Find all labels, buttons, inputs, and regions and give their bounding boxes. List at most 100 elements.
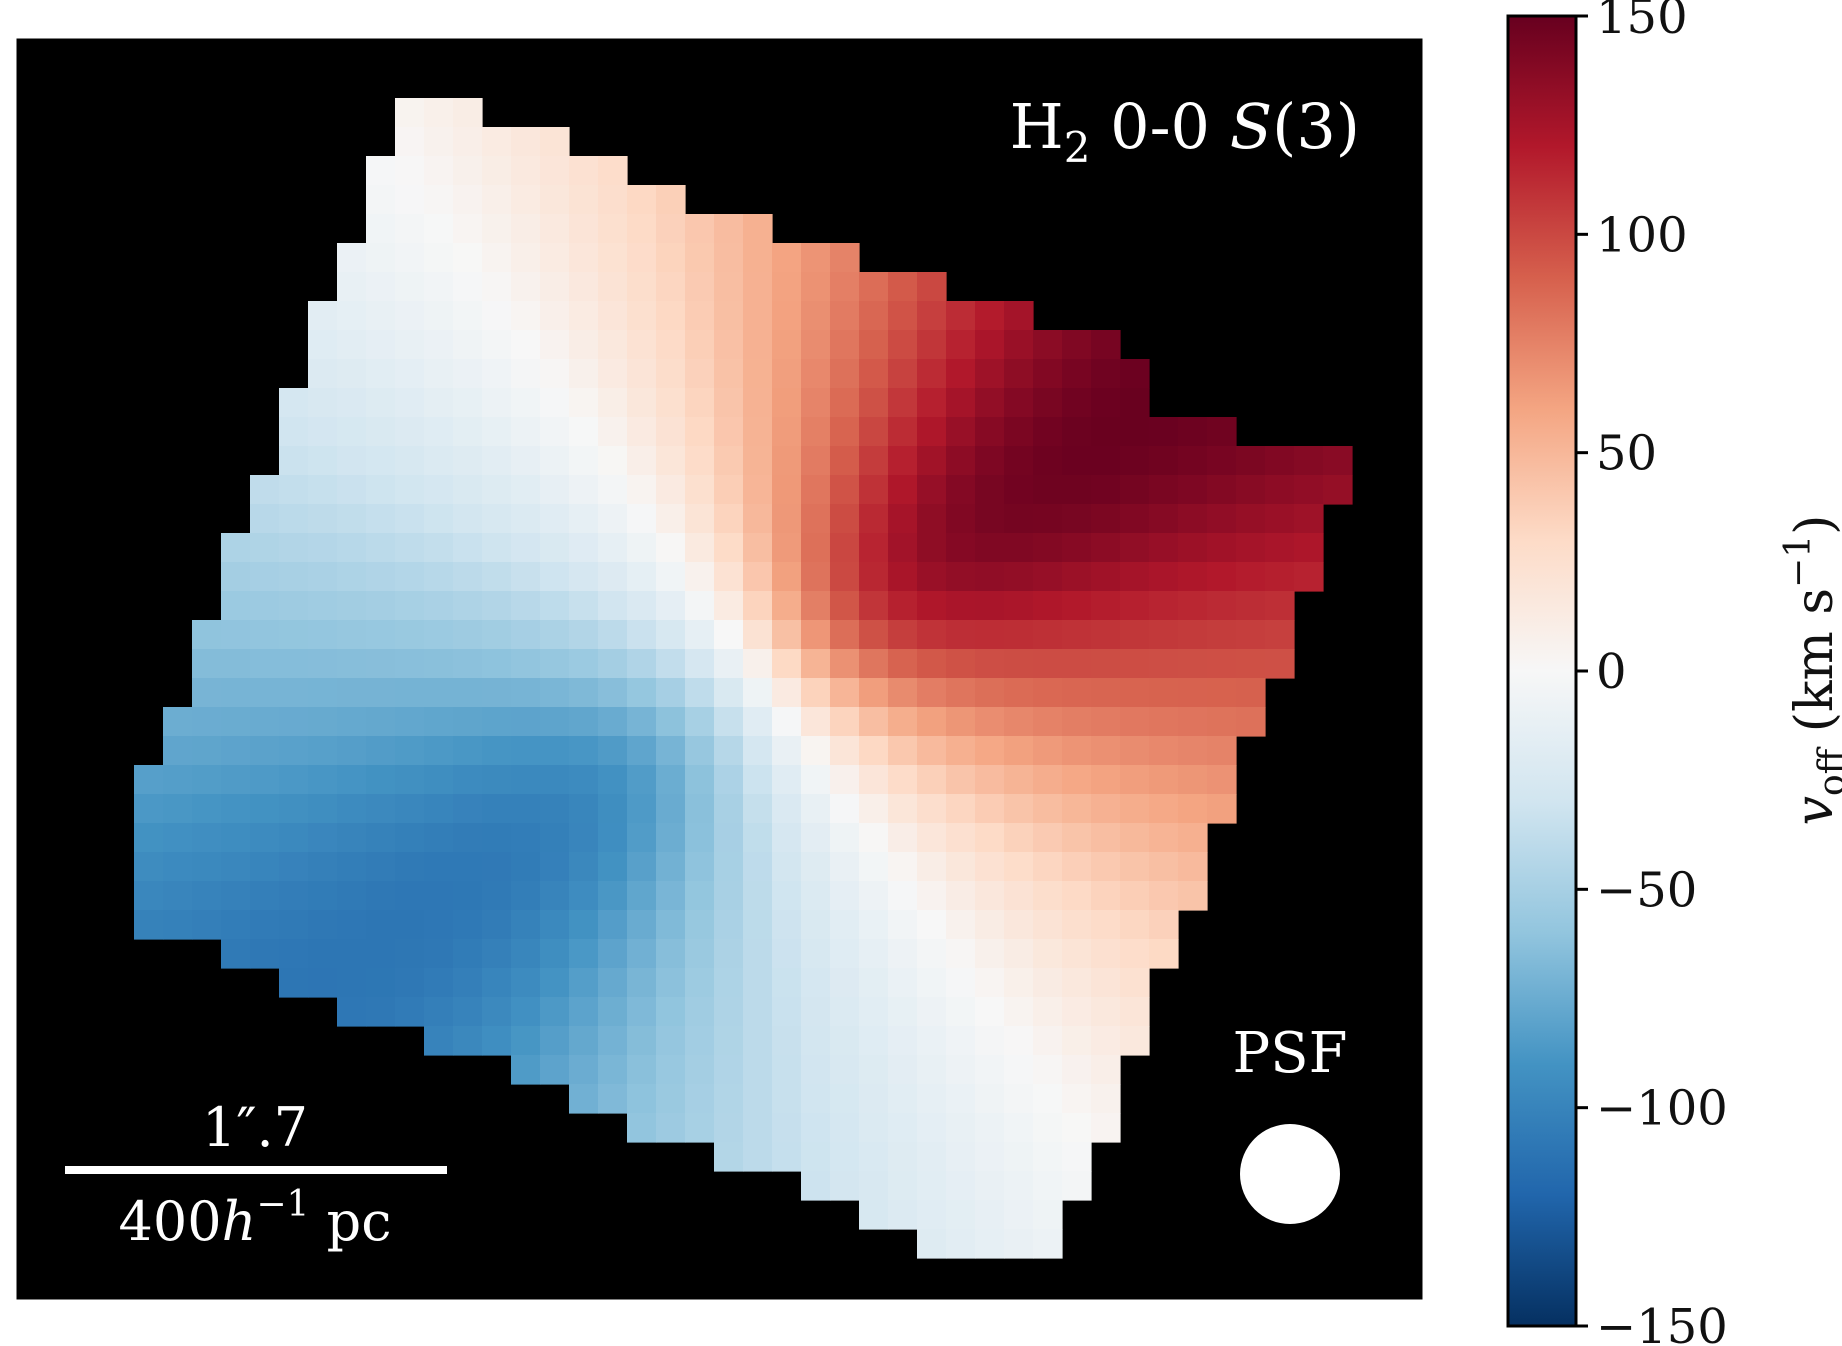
velocity-pixel bbox=[482, 852, 512, 882]
velocity-pixel bbox=[366, 649, 396, 679]
velocity-pixel bbox=[1120, 649, 1150, 679]
velocity-pixel bbox=[1004, 301, 1034, 331]
velocity-pixel bbox=[598, 1084, 628, 1114]
velocity-pixel bbox=[1004, 388, 1034, 418]
velocity-pixel bbox=[279, 591, 309, 621]
velocity-pixel bbox=[424, 301, 454, 331]
velocity-pixel bbox=[975, 620, 1005, 650]
velocity-pixel bbox=[540, 562, 570, 592]
velocity-pixel bbox=[134, 852, 164, 882]
velocity-pixel bbox=[656, 736, 686, 766]
velocity-pixel bbox=[1149, 475, 1179, 505]
velocity-pixel bbox=[540, 765, 570, 795]
velocity-pixel bbox=[1120, 852, 1150, 882]
velocity-pixel bbox=[482, 185, 512, 215]
velocity-pixel bbox=[743, 446, 773, 476]
velocity-pixel bbox=[337, 504, 367, 534]
velocity-pixel bbox=[511, 156, 541, 186]
velocity-pixel bbox=[859, 1026, 889, 1056]
velocity-pixel bbox=[1004, 620, 1034, 650]
velocity-pixel bbox=[859, 272, 889, 302]
velocity-pixel bbox=[395, 330, 425, 360]
velocity-pixel bbox=[917, 881, 947, 911]
velocity-pixel bbox=[685, 475, 715, 505]
velocity-pixel bbox=[308, 359, 338, 389]
velocity-pixel bbox=[714, 968, 744, 998]
velocity-pixel bbox=[772, 1084, 802, 1114]
velocity-pixel bbox=[395, 997, 425, 1027]
velocity-pixel bbox=[1004, 997, 1034, 1027]
velocity-pixel bbox=[1004, 910, 1034, 940]
velocity-pixel bbox=[830, 533, 860, 563]
velocity-pixel bbox=[1004, 417, 1034, 447]
velocity-pixel bbox=[540, 1026, 570, 1056]
velocity-pixel bbox=[482, 562, 512, 592]
velocity-pixel bbox=[1149, 446, 1179, 476]
velocity-pixel bbox=[1323, 475, 1353, 505]
velocity-pixel bbox=[250, 678, 280, 708]
velocity-pixel bbox=[221, 707, 251, 737]
velocity-pixel bbox=[830, 330, 860, 360]
velocity-pixel bbox=[627, 185, 657, 215]
velocity-pixel bbox=[888, 910, 918, 940]
velocity-pixel bbox=[685, 388, 715, 418]
velocity-pixel bbox=[917, 968, 947, 998]
velocity-pixel bbox=[540, 359, 570, 389]
velocity-pixel bbox=[859, 591, 889, 621]
velocity-pixel bbox=[598, 881, 628, 911]
velocity-pixel bbox=[1207, 446, 1237, 476]
velocity-pixel bbox=[1120, 939, 1150, 969]
velocity-pixel bbox=[975, 910, 1005, 940]
velocity-pixel bbox=[482, 127, 512, 157]
velocity-pixel bbox=[1033, 678, 1063, 708]
velocity-pixel bbox=[279, 910, 309, 940]
velocity-pixel bbox=[1149, 620, 1179, 650]
velocity-pixel bbox=[772, 417, 802, 447]
velocity-pixel bbox=[453, 243, 483, 273]
velocity-pixel bbox=[685, 881, 715, 911]
velocity-pixel bbox=[772, 301, 802, 331]
velocity-pixel bbox=[424, 359, 454, 389]
velocity-pixel bbox=[424, 127, 454, 157]
velocity-pixel bbox=[424, 417, 454, 447]
velocity-pixel bbox=[627, 562, 657, 592]
velocity-pixel bbox=[1265, 446, 1295, 476]
velocity-pixel bbox=[627, 446, 657, 476]
velocity-pixel bbox=[1062, 591, 1092, 621]
velocity-pixel bbox=[163, 794, 193, 824]
velocity-pixel bbox=[830, 997, 860, 1027]
velocity-pixel bbox=[1033, 1055, 1063, 1085]
velocity-pixel bbox=[1091, 765, 1121, 795]
velocity-pixel bbox=[888, 649, 918, 679]
velocity-pixel bbox=[714, 620, 744, 650]
velocity-pixel bbox=[801, 272, 831, 302]
velocity-pixel bbox=[743, 823, 773, 853]
velocity-pixel bbox=[656, 243, 686, 273]
velocity-pixel bbox=[714, 301, 744, 331]
velocity-pixel bbox=[1062, 707, 1092, 737]
velocity-pixel bbox=[1033, 620, 1063, 650]
velocity-pixel bbox=[1120, 707, 1150, 737]
velocity-pixel bbox=[366, 388, 396, 418]
velocity-pixel bbox=[250, 591, 280, 621]
velocity-pixel bbox=[656, 301, 686, 331]
velocity-pixel bbox=[250, 881, 280, 911]
velocity-pixel bbox=[627, 707, 657, 737]
velocity-pixel bbox=[859, 1171, 889, 1201]
velocity-pixel bbox=[308, 388, 338, 418]
velocity-pixel bbox=[685, 794, 715, 824]
velocity-pixel bbox=[975, 475, 1005, 505]
velocity-pixel bbox=[656, 997, 686, 1027]
velocity-pixel bbox=[308, 968, 338, 998]
velocity-pixel bbox=[801, 533, 831, 563]
velocity-pixel bbox=[366, 939, 396, 969]
velocity-pixel bbox=[1236, 475, 1266, 505]
velocity-pixel bbox=[946, 301, 976, 331]
velocity-pixel bbox=[772, 939, 802, 969]
velocity-pixel bbox=[1091, 475, 1121, 505]
velocity-pixel bbox=[801, 1084, 831, 1114]
velocity-pixel bbox=[482, 765, 512, 795]
velocity-pixel bbox=[859, 1055, 889, 1085]
velocity-pixel bbox=[714, 475, 744, 505]
velocity-pixel bbox=[424, 968, 454, 998]
